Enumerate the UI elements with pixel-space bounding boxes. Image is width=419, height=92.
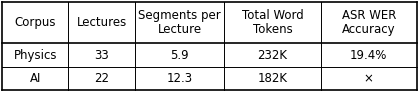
Text: 22: 22 bbox=[94, 72, 109, 85]
Text: Physics: Physics bbox=[13, 49, 57, 62]
Text: AI: AI bbox=[30, 72, 41, 85]
Text: 182K: 182K bbox=[258, 72, 287, 85]
Text: 19.4%: 19.4% bbox=[350, 49, 388, 62]
Text: 12.3: 12.3 bbox=[166, 72, 193, 85]
Text: Total Word
Tokens: Total Word Tokens bbox=[242, 9, 303, 36]
Text: ×: × bbox=[364, 72, 374, 85]
Text: 33: 33 bbox=[94, 49, 109, 62]
Text: ASR WER
Accuracy: ASR WER Accuracy bbox=[341, 9, 396, 36]
Text: Corpus: Corpus bbox=[15, 16, 56, 29]
Text: 232K: 232K bbox=[258, 49, 287, 62]
Text: 5.9: 5.9 bbox=[170, 49, 189, 62]
Text: Lectures: Lectures bbox=[76, 16, 127, 29]
Text: Segments per
Lecture: Segments per Lecture bbox=[138, 9, 221, 36]
